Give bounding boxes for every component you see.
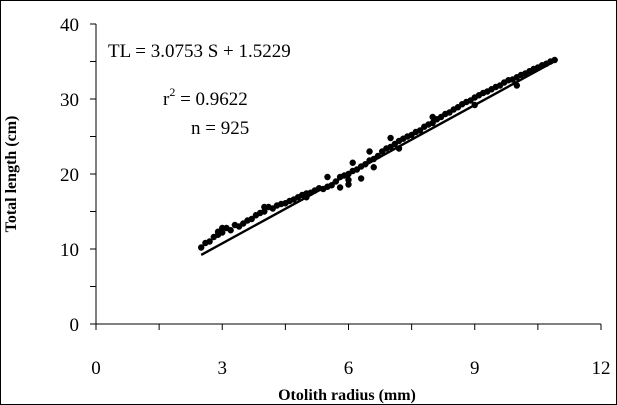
x-tick-label: 9 bbox=[470, 358, 480, 379]
data-points bbox=[198, 56, 558, 251]
data-point bbox=[336, 184, 344, 191]
r-squared-value: = 0.9622 bbox=[175, 89, 247, 110]
data-point bbox=[345, 181, 352, 188]
x-tick-label: 6 bbox=[344, 358, 354, 379]
data-point bbox=[227, 227, 234, 234]
data-point bbox=[387, 134, 394, 142]
n-annotation: n = 925 bbox=[191, 118, 249, 139]
data-point bbox=[219, 229, 226, 236]
y-tick-label: 10 bbox=[60, 240, 79, 261]
x-tick-label: 0 bbox=[91, 358, 101, 379]
data-point bbox=[261, 203, 268, 211]
fit-line bbox=[200, 60, 556, 256]
r-squared-exponent: 2 bbox=[169, 85, 175, 99]
x-axis-title: Otolith radius (mm) bbox=[278, 387, 416, 404]
data-point bbox=[370, 164, 377, 171]
data-point bbox=[357, 175, 365, 182]
data-point bbox=[416, 127, 424, 134]
r-squared-annotation: r2 = 0.9622 bbox=[163, 85, 248, 110]
data-point bbox=[219, 224, 226, 232]
data-point bbox=[345, 176, 352, 184]
data-point bbox=[349, 159, 356, 166]
y-tick-label: 0 bbox=[70, 315, 80, 336]
data-point bbox=[198, 244, 205, 251]
data-point bbox=[206, 238, 213, 245]
data-point bbox=[429, 113, 436, 121]
data-point bbox=[248, 215, 255, 223]
fit-line-group bbox=[200, 60, 556, 256]
data-point bbox=[429, 119, 436, 127]
y-tick-label: 20 bbox=[60, 165, 79, 186]
x-tick-label: 12 bbox=[592, 358, 611, 379]
equation-annotation: TL = 3.0753 S + 1.5229 bbox=[108, 41, 291, 62]
x-tick-label: 3 bbox=[218, 358, 228, 379]
data-point bbox=[261, 208, 268, 215]
data-point bbox=[324, 173, 331, 181]
y-tick-label: 40 bbox=[60, 15, 79, 36]
y-tick-label: 30 bbox=[60, 90, 79, 111]
axes: 0 10 20 30 40 0 3 6 9 12 bbox=[60, 15, 611, 379]
r-squared-prefix: r bbox=[163, 89, 170, 110]
data-point bbox=[366, 148, 373, 155]
y-axis-title: Total length (cm) bbox=[3, 116, 20, 233]
